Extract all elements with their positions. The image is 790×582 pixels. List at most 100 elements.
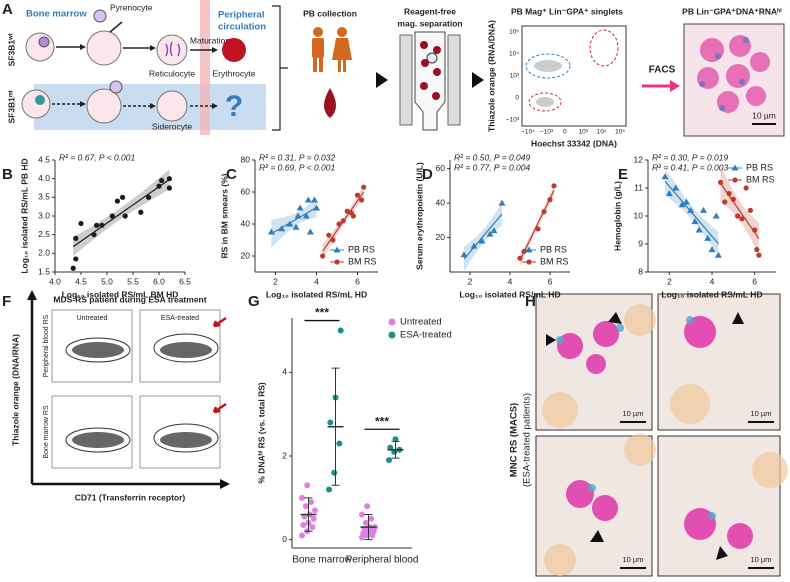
label: Reagent-free bbox=[404, 6, 456, 16]
bracket bbox=[272, 5, 288, 131]
population bbox=[534, 60, 562, 72]
error-caps bbox=[391, 440, 400, 459]
arrowhead bbox=[670, 80, 680, 92]
panel-letter: C bbox=[226, 166, 237, 183]
legend-marker bbox=[526, 259, 532, 265]
point bbox=[682, 198, 690, 205]
point bbox=[73, 256, 79, 262]
cell bbox=[21, 89, 51, 119]
scale-label: 10 µm bbox=[623, 409, 644, 418]
fit-line bbox=[519, 189, 555, 261]
legend-label: ESA-treated bbox=[400, 330, 452, 341]
point bbox=[661, 173, 669, 180]
cell bbox=[25, 32, 55, 62]
panel-a: Bone marrow Pyrenocyte Peripheral circul… bbox=[6, 0, 785, 148]
point bbox=[735, 213, 741, 219]
y-tick-label: 4.5 bbox=[38, 154, 50, 164]
ylabel: Thiazole orange (DNA/RNA) bbox=[10, 334, 20, 446]
point bbox=[712, 212, 720, 219]
y-tick-label: 20 bbox=[436, 232, 446, 242]
x-tick-label: 6.0 bbox=[153, 276, 165, 286]
flow-tick: 10⁴ bbox=[509, 51, 519, 58]
y-tick-label: 0 bbox=[282, 534, 287, 544]
y-tick-label: 8 bbox=[638, 266, 643, 276]
people-icon bbox=[312, 27, 352, 72]
y-tick-label: 3.5 bbox=[38, 192, 50, 202]
scale-label: 10 µm bbox=[751, 555, 772, 564]
gate bbox=[528, 92, 562, 112]
arrow bbox=[109, 21, 123, 33]
point bbox=[326, 486, 332, 493]
point bbox=[699, 206, 707, 213]
arrowhead bbox=[376, 72, 388, 88]
annotation: R² = 0.41, P = 0.003 bbox=[652, 162, 729, 172]
point bbox=[308, 499, 315, 505]
point bbox=[362, 519, 369, 526]
row-label: Peripheral blood RS bbox=[43, 314, 50, 377]
point bbox=[752, 227, 758, 233]
point bbox=[364, 503, 371, 510]
annotation: R² = 0.30, P = 0.019 bbox=[652, 152, 729, 162]
fit-line bbox=[463, 213, 503, 260]
flow-tick: 10³ bbox=[510, 73, 520, 80]
point bbox=[327, 419, 334, 426]
point bbox=[320, 253, 326, 259]
annotation: R² = 0.67, P < 0.001 bbox=[59, 152, 136, 162]
point bbox=[91, 232, 97, 238]
xlabel: CD71 (Transferrin receptor) bbox=[75, 492, 186, 502]
flow-xlabel: Hoechst 33342 (DNA) bbox=[531, 138, 617, 148]
point bbox=[159, 177, 165, 184]
nucleus bbox=[38, 36, 50, 48]
annotation: R² = 0.31, P = 0.032 bbox=[259, 152, 336, 162]
legend-marker bbox=[333, 246, 341, 253]
point bbox=[470, 242, 478, 249]
flow-tick: 0 bbox=[563, 129, 567, 136]
point bbox=[299, 532, 305, 539]
label: circulation bbox=[218, 22, 266, 33]
point bbox=[392, 436, 399, 443]
x-axis-label: Log₁₀ isolated RS/mL BM HD bbox=[62, 289, 179, 299]
x-tick-label: 2 bbox=[468, 276, 473, 286]
circulation-band bbox=[200, 0, 210, 135]
x-axis-label: Log₁₀ isolated RS/mL HD bbox=[661, 289, 762, 299]
y-tick-label: 9 bbox=[638, 238, 643, 248]
point bbox=[490, 227, 498, 234]
y-tick-label: 40 bbox=[241, 218, 251, 228]
legend-label: BM RS bbox=[746, 174, 775, 184]
ylabel: MNC RS (MACS) bbox=[509, 403, 520, 477]
x-tick-label: 4 bbox=[710, 276, 715, 286]
y-tick-label: 2.0 bbox=[38, 248, 50, 258]
label: mag. separation bbox=[397, 18, 462, 28]
arrow bbox=[212, 316, 227, 328]
point bbox=[672, 184, 680, 191]
cell bbox=[86, 30, 122, 66]
error-caps bbox=[364, 514, 373, 541]
y-axis-label: RS in BM smears (%) bbox=[219, 173, 229, 258]
panel-letter: A bbox=[2, 1, 13, 18]
panel-h: MNC RS (MACS) (ESA-treated patients) 10 … bbox=[509, 293, 788, 577]
point bbox=[330, 237, 336, 243]
label: Reticulocyte bbox=[149, 68, 196, 78]
point bbox=[304, 196, 312, 203]
label: SF3B1ʷᵗ bbox=[6, 33, 16, 66]
legend-marker bbox=[334, 259, 340, 265]
gate bbox=[589, 29, 619, 67]
question: ? bbox=[225, 90, 243, 123]
point bbox=[726, 191, 732, 197]
reticulocyte bbox=[156, 34, 188, 66]
fit-line bbox=[271, 207, 317, 235]
label: Maturation bbox=[190, 35, 230, 45]
charts: 1.5 2.0 2.5 3.0 3.5 4.0 4.5 Log₁₀ isolated RS/m… bbox=[19, 152, 776, 566]
y-tick-label: 4.0 bbox=[38, 173, 50, 183]
point bbox=[359, 197, 365, 203]
population bbox=[536, 97, 554, 107]
point bbox=[517, 255, 523, 261]
point bbox=[292, 223, 300, 230]
y-tick-label: 20 bbox=[241, 250, 251, 260]
point bbox=[310, 196, 318, 203]
scale-label: 10 µm bbox=[623, 555, 644, 564]
scale-bars bbox=[620, 421, 774, 569]
x-tick-label: Peripheral blood bbox=[346, 555, 419, 566]
arrowhead bbox=[80, 44, 86, 50]
significance: *** bbox=[375, 414, 389, 428]
